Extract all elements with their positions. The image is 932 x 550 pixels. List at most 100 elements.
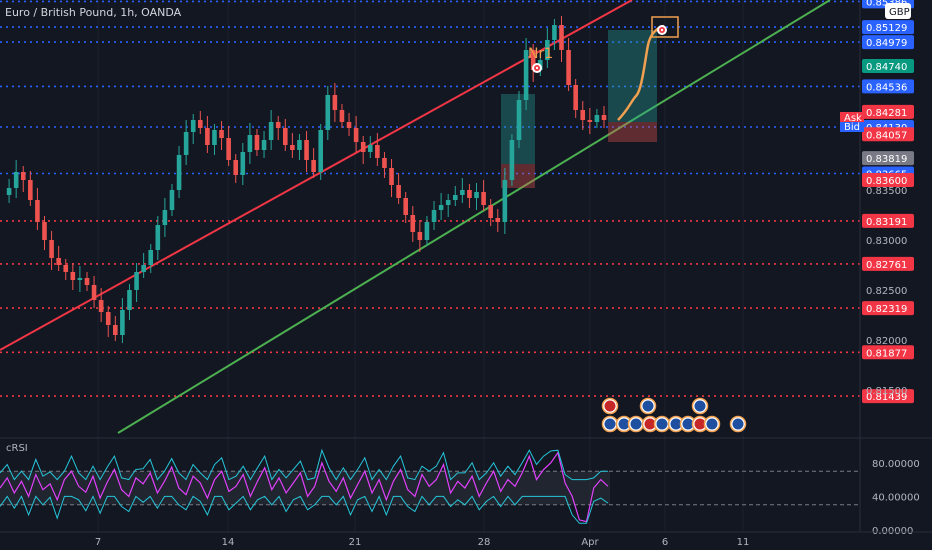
event-flag-icon[interactable] <box>703 415 721 433</box>
candle-body <box>268 122 274 140</box>
event-flag-icon[interactable] <box>601 397 619 415</box>
price-tag: 0.81439 <box>862 389 914 404</box>
candle-body <box>120 310 125 335</box>
candle-body <box>431 210 437 222</box>
candle <box>113 316 118 341</box>
price-axis-tick: 0.83500 <box>866 186 907 197</box>
candlesticks <box>6 16 607 343</box>
candle <box>516 91 522 148</box>
position-2-loss-box[interactable] <box>608 122 657 142</box>
candle <box>488 199 493 226</box>
price-tag: 0.82761 <box>862 256 914 271</box>
candle-body <box>6 188 12 195</box>
candle <box>325 86 331 140</box>
candle-body <box>275 122 281 128</box>
candle <box>445 194 451 217</box>
price-tag-label: 0.83191 <box>866 217 907 228</box>
candle-body <box>290 145 295 150</box>
currency-badge[interactable]: GBP <box>885 3 911 19</box>
price-tag: 0.84281 <box>862 104 914 119</box>
candle <box>452 186 458 206</box>
price-axis[interactable]: 0.853860.851290.849790.847400.845360.842… <box>859 0 914 532</box>
candle-body <box>346 122 352 128</box>
event-flag-fill <box>604 418 616 430</box>
event-flag-fill <box>656 418 668 430</box>
candle <box>134 263 139 302</box>
candle-body <box>481 192 486 205</box>
price-tag-label: 0.81877 <box>866 348 907 359</box>
target-icon <box>532 63 542 73</box>
candle <box>6 179 12 203</box>
candle-body <box>587 120 593 122</box>
price-tag-bg <box>862 256 914 271</box>
currency-badge-text: GBP <box>889 7 910 18</box>
price-tag: 0.84979 <box>862 35 914 50</box>
candle <box>438 193 444 220</box>
candle-body <box>282 128 288 145</box>
candle <box>49 231 54 270</box>
candle-body <box>13 172 19 188</box>
candle <box>120 298 125 343</box>
event-flag-icon[interactable] <box>627 415 645 433</box>
event-flag-icon[interactable] <box>691 397 709 415</box>
event-flag-fill <box>644 418 656 430</box>
price-tag-label: 0.84536 <box>866 82 907 93</box>
candle <box>268 110 274 150</box>
price-tag-bg <box>862 59 914 73</box>
candle <box>275 116 281 140</box>
candle <box>63 259 69 280</box>
event-flag-icon[interactable] <box>679 415 697 433</box>
projection-path[interactable] <box>617 24 665 121</box>
candle <box>155 216 161 260</box>
event-flag-icon[interactable] <box>601 415 619 433</box>
position-2-profit-box[interactable] <box>608 30 657 122</box>
crsi-upper-adaptive <box>0 448 608 481</box>
candle <box>474 183 479 210</box>
candle-body <box>42 222 47 240</box>
event-flag-icon[interactable] <box>653 415 671 433</box>
ask-label: Ask <box>844 113 862 124</box>
candle <box>389 159 394 197</box>
candle <box>424 216 430 246</box>
price-tag: 0.83600 <box>862 173 914 187</box>
candle-body <box>516 100 522 140</box>
candle <box>20 166 26 192</box>
symbol-title: Euro / British Pound, 1h, OANDA <box>5 6 182 19</box>
lower-channel-line[interactable] <box>117 0 831 434</box>
candle-body <box>297 140 302 150</box>
candle-body <box>311 160 316 172</box>
candle-body <box>190 120 196 132</box>
candle-body <box>410 215 416 232</box>
price-axis-tick: 0.82500 <box>866 286 907 297</box>
candle-body <box>396 185 401 198</box>
event-flag-icon[interactable] <box>615 415 633 433</box>
candle-body <box>353 128 359 142</box>
ask-label-bg <box>840 112 864 124</box>
economic-event-icons[interactable] <box>601 397 747 433</box>
price-tag-label: 0.82761 <box>866 260 907 271</box>
price-tag-label: 0.84740 <box>866 62 907 73</box>
candle <box>396 173 401 204</box>
price-tag: 0.84740 <box>862 59 914 73</box>
candle <box>240 143 246 185</box>
event-flag-icon[interactable] <box>641 415 659 433</box>
label-n1: Nr1 <box>528 46 553 62</box>
event-flag-icon[interactable] <box>729 415 747 433</box>
candle <box>282 119 288 151</box>
target-box[interactable] <box>651 16 679 38</box>
event-flag-icon[interactable] <box>639 397 657 415</box>
time-axis-tick: 28 <box>478 537 491 548</box>
candle <box>42 216 47 250</box>
event-flag-fill <box>706 418 718 430</box>
price-tag: 0.84536 <box>862 79 914 94</box>
time-axis[interactable]: 7 14 21 28 Apr 6 11 <box>0 531 932 548</box>
candle <box>311 148 316 178</box>
candle-body <box>488 205 493 218</box>
candle <box>566 38 571 91</box>
price-tag-bg <box>862 127 914 142</box>
candle-body <box>240 152 246 175</box>
overlay-annotations[interactable]: Nr1 <box>528 16 679 121</box>
candle-body <box>155 225 161 250</box>
